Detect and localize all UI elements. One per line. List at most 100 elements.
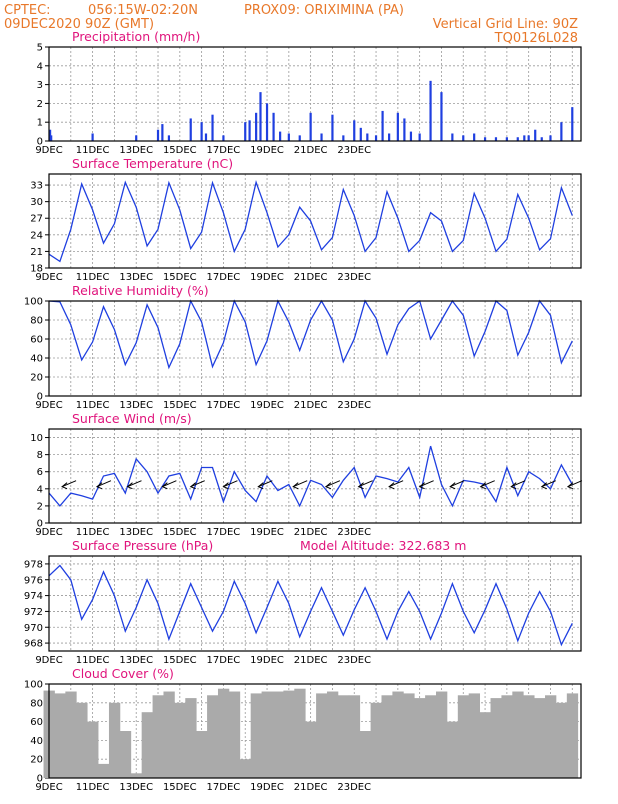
wind-arrow-head: [510, 482, 517, 490]
wind-xtick-label: 23DEC: [337, 527, 371, 538]
cloud-bar: [174, 702, 186, 778]
wind-arrow: [223, 480, 238, 488]
rh-ytick-label: 20: [30, 373, 43, 384]
rh-ytick-label: 40: [30, 354, 43, 365]
cloud-ytick-label: 100: [24, 680, 43, 691]
cloud-bar: [566, 693, 579, 778]
precip-bar: [161, 124, 164, 141]
pres-subtitle: Model Altitude: 322.683 m: [300, 538, 466, 553]
precip-bar: [494, 137, 498, 141]
cloud-bar: [261, 691, 273, 778]
pres-xtick-label: 13DEC: [119, 655, 153, 666]
precip-frame: [48, 46, 582, 142]
wind-arrow: [449, 480, 465, 488]
cloud-bar: [425, 695, 437, 778]
cloud-bar: [316, 693, 328, 778]
cloud-bar: [446, 721, 459, 778]
wind-frame: [48, 428, 582, 524]
rh-xtick-label: 17DEC: [207, 400, 241, 411]
precip-ytick-label: 5: [37, 43, 43, 54]
pres-ytick-label: 972: [24, 607, 43, 618]
cloud-bar: [141, 712, 153, 778]
wind-arrow: [190, 480, 205, 488]
wind-xtick-label: 13DEC: [119, 527, 153, 538]
wind-arrow: [127, 480, 142, 488]
precip-bar: [366, 133, 369, 141]
precip-bar: [505, 137, 508, 141]
cloud-ytick-label: 40: [30, 736, 43, 747]
precip-bar: [353, 120, 356, 141]
precip-xtick-label: 17DEC: [207, 145, 241, 156]
wind-ytick-label: 0: [37, 519, 43, 530]
cloud-bar: [337, 695, 350, 778]
pres-xtick-label: 15DEC: [163, 655, 197, 666]
precip-bar: [222, 135, 225, 141]
wind-arrow: [511, 480, 526, 488]
cloud-bar: [534, 698, 546, 778]
wind-arrow-head: [126, 482, 133, 490]
rh-ytick-label: 0: [37, 392, 43, 403]
cloud-bar: [119, 731, 132, 778]
wind-arrow-head: [222, 482, 229, 490]
temp-ytick-label: 33: [30, 181, 43, 192]
cloud-bar: [65, 691, 77, 778]
precip-bar: [189, 118, 192, 141]
precip-bar: [540, 137, 543, 141]
temp-xtick-label: 19DEC: [250, 272, 284, 283]
wind-xtick-label: 17DEC: [207, 527, 241, 538]
precip-bar: [534, 129, 537, 141]
temp-ytick-label: 24: [30, 230, 43, 241]
cloud-bar: [512, 691, 524, 778]
cloud-bar: [98, 763, 110, 778]
cloud-bar: [196, 731, 208, 778]
rh-xtick-label: 23DEC: [337, 400, 371, 411]
pres-frame: [48, 555, 582, 652]
wind-ytick-label: 8: [37, 450, 43, 461]
rh-ytick-label: 100: [24, 297, 43, 308]
cloud-xtick-label: 13DEC: [119, 782, 153, 793]
wind-arrow: [567, 480, 583, 488]
cloud-xtick-label: 23DEC: [337, 782, 371, 793]
cloud-bar: [108, 702, 121, 778]
wind-ytick-label: 4: [37, 484, 43, 495]
precip-ytick-label: 1: [37, 118, 43, 129]
wind-title: Surface Wind (m/s): [72, 411, 192, 426]
cloud-bar: [403, 693, 415, 778]
cloud-bar: [294, 688, 306, 778]
cloud-bar: [392, 691, 404, 778]
wind-xtick-label: 9DEC: [35, 527, 62, 538]
pres-title: Surface Pressure (hPa): [72, 538, 213, 553]
cloud-xtick-label: 11DEC: [76, 782, 110, 793]
temp-xtick-label: 11DEC: [76, 272, 110, 283]
cloud-bar: [250, 693, 262, 778]
wind-arrow: [388, 480, 404, 488]
rh-xtick-label: 19DEC: [250, 400, 284, 411]
precip-bar: [287, 133, 290, 141]
precip-xtick-label: 21DEC: [294, 145, 328, 156]
cloud-bar: [272, 691, 284, 778]
precip-bar: [403, 118, 406, 141]
precip-xtick-label: 11DEC: [76, 145, 110, 156]
cloud-bar: [348, 695, 361, 778]
precip-bar: [516, 137, 519, 141]
pres-ytick-label: 974: [24, 591, 43, 602]
precip-ytick-label: 2: [37, 99, 43, 110]
cloud-bar: [185, 698, 197, 778]
cloud-ytick-label: 20: [30, 755, 43, 766]
precip-bar: [429, 80, 432, 141]
precip-bar: [200, 122, 203, 141]
precip-bar: [204, 133, 208, 141]
precip-bar: [381, 110, 384, 141]
cloud-bar: [152, 695, 164, 778]
precip-xtick-label: 23DEC: [337, 145, 371, 156]
temp-ytick-label: 27: [30, 214, 43, 225]
cloud-ytick-label: 0: [37, 774, 43, 785]
wind-arrow-head: [540, 482, 548, 490]
precip-bar: [342, 135, 345, 141]
wind-xtick-label: 21DEC: [294, 527, 328, 538]
cloud-xtick-label: 19DEC: [250, 782, 284, 793]
pres-xtick-label: 19DEC: [250, 655, 284, 666]
temp-xtick-label: 13DEC: [119, 272, 153, 283]
cloud-bar: [479, 712, 491, 778]
